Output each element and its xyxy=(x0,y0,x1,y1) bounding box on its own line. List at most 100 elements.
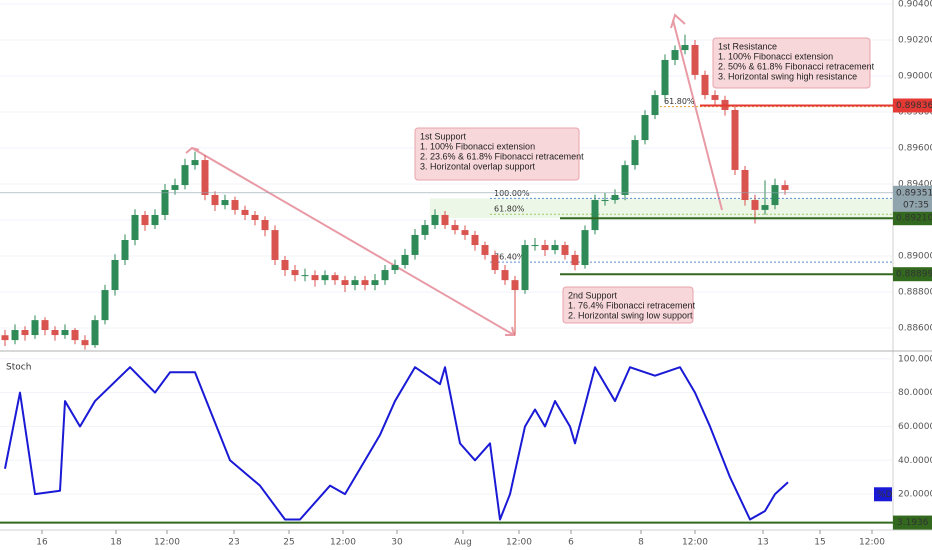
x-tick-label: 12:00 xyxy=(506,538,532,548)
candle-body xyxy=(771,185,779,206)
candle-body xyxy=(431,214,439,226)
fib-label: 61.80% xyxy=(664,97,695,106)
x-tick-label: 13 xyxy=(757,538,768,548)
candle-body xyxy=(371,280,379,286)
candle-body xyxy=(391,265,399,271)
candle-body xyxy=(321,275,329,281)
candle-body xyxy=(451,225,459,231)
candle-body xyxy=(271,230,279,260)
fib-label: 61.80% xyxy=(494,205,525,214)
x-tick-label: 25 xyxy=(283,538,294,548)
candle-body xyxy=(221,200,229,206)
arrow-head xyxy=(670,13,686,29)
candle-body xyxy=(651,95,659,116)
candle-body xyxy=(551,245,559,251)
candle-body xyxy=(341,280,349,286)
x-tick-label: 15 xyxy=(814,538,825,548)
candle-body xyxy=(541,245,549,251)
note-item: 1. 100% Fibonacci extension xyxy=(718,51,833,61)
y-tick-label: 60.0000 xyxy=(898,422,932,432)
candle-body xyxy=(591,200,599,231)
candle-body xyxy=(631,140,639,166)
candle-body xyxy=(21,330,29,336)
arrow-head xyxy=(185,146,200,154)
candle-body xyxy=(491,254,499,271)
candle-body xyxy=(311,275,319,281)
x-tick-label: 18 xyxy=(110,538,122,548)
fib-label: 76.40% xyxy=(494,253,525,262)
candle-body xyxy=(331,275,339,281)
note-item: 2. 23.6% & 61.8% Fibonacci retracement xyxy=(420,151,584,161)
candle-body xyxy=(231,200,239,210)
price-tag xyxy=(893,98,932,113)
last-price-label: 0.89351 xyxy=(896,188,932,198)
y-tick-label: 0.90200 xyxy=(898,35,932,45)
countdown-label: 07:35 xyxy=(903,200,929,210)
x-tick-label: 12:00 xyxy=(682,538,708,548)
candle-body xyxy=(671,50,679,60)
candle-body xyxy=(1,335,9,341)
stoch-line xyxy=(4,366,789,521)
price-tag-label: 0.89836 xyxy=(896,101,932,111)
y-tick-label: 0.90000 xyxy=(898,71,932,81)
x-tick-label: 8 xyxy=(638,538,644,548)
candle-body xyxy=(581,230,589,266)
level-tag xyxy=(893,515,932,530)
y-tick-label: 0.88600 xyxy=(898,324,932,334)
legend-label: %D xyxy=(877,490,893,500)
trend-arrow xyxy=(191,147,515,336)
candle-body xyxy=(241,209,249,215)
x-tick-label: 6 xyxy=(568,538,574,548)
candle-body xyxy=(761,205,769,210)
fib-label: 100.00% xyxy=(494,189,530,198)
note-item: 3. Horizontal swing high resistance xyxy=(718,71,857,81)
x-tick-label: 12:00 xyxy=(859,538,885,548)
x-tick-label: 16 xyxy=(36,538,48,548)
candle-body xyxy=(781,185,789,190)
price-tag xyxy=(893,211,932,226)
candle-body xyxy=(441,214,449,226)
price-tag-label: 0.89210 xyxy=(896,214,932,224)
candle-body xyxy=(351,280,359,286)
candle-body xyxy=(141,214,149,226)
candle-body xyxy=(111,259,119,291)
last-price-tag xyxy=(893,185,932,212)
candle-body xyxy=(181,165,189,186)
note-item: 3. Horizontal overlap support xyxy=(420,161,536,171)
candle-body xyxy=(201,160,209,195)
candle-body xyxy=(561,245,569,255)
candle-body xyxy=(691,45,699,75)
candle-body xyxy=(471,234,479,246)
candle-body xyxy=(161,189,169,215)
candle-body xyxy=(481,245,489,255)
candle-body xyxy=(751,200,759,210)
candle-body xyxy=(71,330,79,341)
x-tick-label: 30 xyxy=(391,538,403,548)
x-tick-label: 12:00 xyxy=(154,538,180,548)
price-tag-label: 0.88899 xyxy=(896,270,932,280)
indicator-name: Stoch xyxy=(6,363,31,373)
candle-body xyxy=(711,95,719,100)
x-tick-label: Aug xyxy=(454,538,472,548)
y-tick-label: 20.0000 xyxy=(898,490,932,500)
candle-body xyxy=(51,330,59,336)
candle-body xyxy=(621,165,629,195)
candle-body xyxy=(251,214,259,221)
y-tick-label: 80.0000 xyxy=(898,388,932,398)
note-title: 1st Support xyxy=(420,131,467,141)
candle-body xyxy=(701,74,709,96)
trend-arrow xyxy=(672,19,723,211)
candle-body xyxy=(611,194,619,201)
candle-body xyxy=(681,45,689,51)
candle-body xyxy=(511,280,519,291)
candle-body xyxy=(501,270,509,281)
candle-body xyxy=(361,280,369,286)
candle-body xyxy=(61,330,69,336)
candle-body xyxy=(291,270,299,276)
candle-body xyxy=(601,200,609,202)
candle-body xyxy=(91,320,99,346)
candle-body xyxy=(121,239,129,260)
y-tick-label: 40.0000 xyxy=(898,456,932,466)
note-box xyxy=(712,37,871,89)
candle-body xyxy=(281,259,289,271)
